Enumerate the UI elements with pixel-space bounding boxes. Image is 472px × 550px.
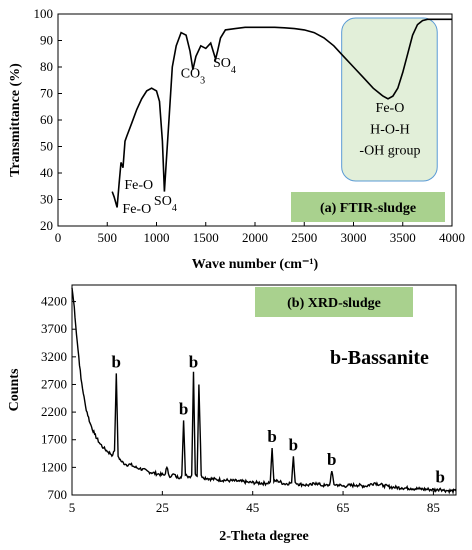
xrd-y-ticks: 700 1200 1700 2200 2700 3200 3700 4200	[41, 294, 76, 502]
xrd-plot-frame	[71, 284, 457, 496]
ftir-y-tick-label: 30	[40, 192, 53, 207]
ftir-x-tick-label: 4000	[439, 230, 465, 245]
xrd-peak-label: b	[435, 467, 444, 486]
ftir-series-line	[111, 18, 452, 208]
xrd-y-tick-label: 700	[48, 487, 68, 502]
ftir-x-ticks: 0 500 1000 1500 2000 2500 3000 3500 4000	[55, 222, 465, 245]
ftir-y-tick-label: 60	[40, 112, 53, 127]
ftir-y-ticks: 20 30 40 50 60 70 80 90 100	[34, 6, 62, 233]
xrd-x-tick-label: 65	[337, 500, 350, 515]
xrd-peak-label: b	[189, 352, 198, 371]
xrd-x-ticks: 5 25 45 65 85	[69, 491, 440, 515]
xrd-y-axis-label: Counts	[7, 368, 22, 411]
xrd-phase-label: b-Bassanite	[330, 347, 429, 369]
ftir-x-tick-label: 500	[98, 230, 118, 245]
ftir-y-axis-label: Transmittance (%)	[8, 63, 23, 177]
ftir-band-annotation: CO3	[181, 67, 205, 87]
xrd-x-axis-label: 2-Theta degree	[219, 529, 309, 544]
xrd-panel: (b) XRD-sludge b-Bassanite 700 1200 1700 22…	[7, 284, 457, 544]
ftir-band-annotation: SO4	[154, 194, 177, 214]
ftir-x-tick-label: 3000	[341, 230, 367, 245]
ftir-plot-frame	[57, 13, 453, 227]
ftir-band-annotation: Fe-O	[122, 202, 151, 217]
xrd-peak-label: b	[112, 352, 121, 371]
ftir-x-tick-label: 1000	[144, 230, 170, 245]
xrd-x-tick-label: 85	[427, 500, 440, 515]
xrd-peak-label: b	[327, 450, 336, 469]
ftir-band-annotation: Fe-O	[124, 178, 153, 193]
xrd-y-tick-label: 3700	[41, 321, 67, 336]
ftir-band-annotation: Fe-O	[376, 101, 405, 116]
xrd-y-tick-label: 1200	[41, 459, 67, 474]
xrd-y-tick-label: 4200	[41, 294, 67, 309]
xrd-x-tick-label: 45	[246, 500, 259, 515]
ftir-x-tick-label: 3500	[390, 230, 416, 245]
ftir-x-tick-label: 1500	[193, 230, 219, 245]
ftir-x-tick-label: 0	[55, 230, 62, 245]
ftir-y-tick-label: 40	[40, 165, 53, 180]
xrd-x-tick-label: 25	[156, 500, 169, 515]
xrd-y-tick-label: 2700	[41, 376, 67, 391]
xrd-peak-label: b	[267, 427, 276, 446]
ftir-y-tick-label: 100	[34, 6, 54, 21]
xrd-y-tick-label: 2200	[41, 404, 67, 419]
ftir-x-tick-label: 2500	[291, 230, 317, 245]
ftir-y-tick-label: 80	[40, 59, 53, 74]
ftir-band-annotation: SO4	[213, 56, 236, 76]
ftir-panel: (a) FTIR-sludge 20 30 40 50 60 70 80 90 100 0 500…	[8, 6, 465, 272]
ftir-y-tick-label: 50	[40, 139, 53, 154]
xrd-y-tick-label: 1700	[41, 432, 67, 447]
ftir-y-tick-label: 70	[40, 86, 53, 101]
ftir-title: (a) FTIR-sludge	[320, 201, 416, 216]
ftir-x-axis-label: Wave number (cm⁻¹)	[192, 257, 319, 272]
ftir-title-box	[291, 192, 445, 222]
xrd-title: (b) XRD-sludge	[287, 296, 381, 311]
xrd-x-tick-label: 5	[69, 500, 76, 515]
ftir-band-annotation: H-O-H	[370, 122, 410, 137]
xrd-peak-label: b	[179, 399, 188, 418]
ftir-band-annotation: -OH group	[359, 143, 420, 158]
ftir-x-tick-label: 2000	[242, 230, 268, 245]
ftir-highlight-region	[341, 17, 438, 182]
ftir-y-tick-label: 90	[40, 33, 53, 48]
xrd-title-box	[255, 287, 413, 317]
xrd-y-tick-label: 3200	[41, 349, 67, 364]
xrd-series-line	[71, 287, 457, 495]
ftir-y-tick-label: 20	[40, 218, 53, 233]
xrd-peak-label: b	[289, 435, 298, 454]
